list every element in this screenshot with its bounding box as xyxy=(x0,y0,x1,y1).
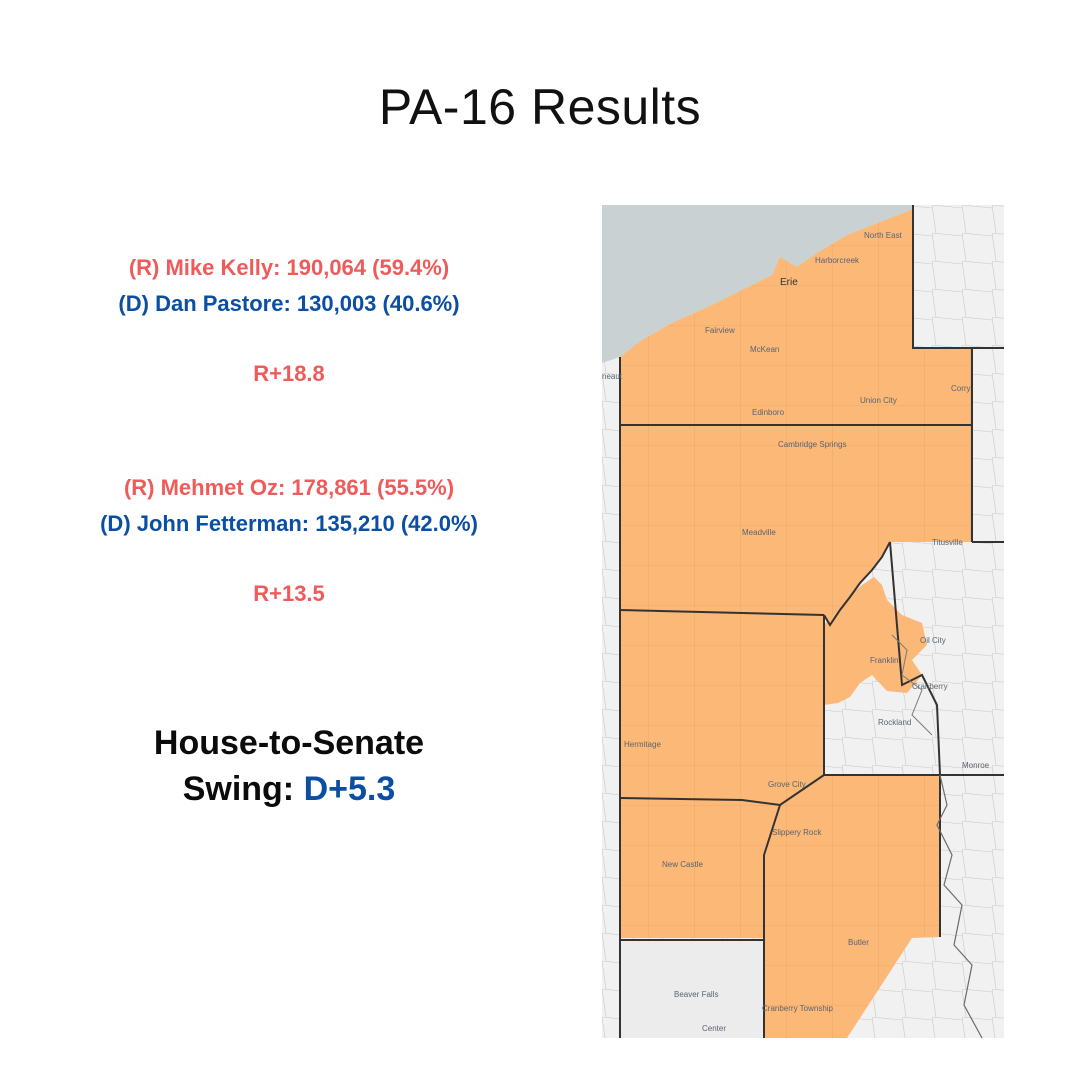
river xyxy=(936,774,983,1038)
label-mckean: McKean xyxy=(750,345,779,354)
house-dem-candidate: (D) Dan Pastore: 130,003 (40.6%) xyxy=(118,291,460,316)
label-meadville: Meadville xyxy=(742,528,776,537)
district-texture xyxy=(620,209,972,1038)
label-corry: Corry xyxy=(951,384,971,393)
label-butler: Butler xyxy=(848,938,869,947)
label-slippery-rock: Slippery Rock xyxy=(772,828,822,837)
label-edinboro: Edinboro xyxy=(752,408,785,417)
lake-erie xyxy=(602,205,913,363)
label-erie: Erie xyxy=(780,277,798,288)
label-beaver-falls: Beaver Falls xyxy=(674,990,718,999)
house-results: (R) Mike Kelly: 190,064 (59.4%) (D) Dan … xyxy=(0,250,578,392)
label-titusville: Titusville xyxy=(932,538,963,547)
place-labels: North East Harborcreek Erie Fairview McK… xyxy=(602,231,990,1033)
swing-line: Swing: D+5.3 xyxy=(0,766,578,812)
river-allegheny xyxy=(891,634,933,736)
label-monroe: Monroe xyxy=(962,761,990,770)
swing-summary: House-to-Senate Swing: D+5.3 xyxy=(0,720,578,812)
label-franklin: Franklin xyxy=(870,656,898,665)
label-union-city: Union City xyxy=(860,396,897,405)
senate-rep-candidate: (R) Mehmet Oz: 178,861 (55.5%) xyxy=(123,475,455,500)
house-margin: R+18.8 xyxy=(253,361,325,386)
swing-heading: House-to-Senate xyxy=(153,724,425,762)
label-center: Center xyxy=(702,1024,726,1033)
label-rockland: Rockland xyxy=(878,718,911,727)
label-conneaut: neaut xyxy=(602,372,623,381)
swing-label: Swing: xyxy=(182,770,295,808)
senate-dem-candidate: (D) John Fetterman: 135,210 (42.0%) xyxy=(100,511,478,536)
senate-margin: R+13.5 xyxy=(253,581,325,606)
label-cranberry: Cranberry xyxy=(912,682,948,691)
district-map-svg: North East Harborcreek Erie Fairview McK… xyxy=(602,205,1004,1038)
label-cranberry-township: Cranberry Township xyxy=(762,1004,834,1013)
senate-results: (R) Mehmet Oz: 178,861 (55.5%) (D) John … xyxy=(0,470,578,612)
swing-value: D+5.3 xyxy=(303,770,396,808)
label-new-castle: New Castle xyxy=(662,860,703,869)
county-boundaries xyxy=(619,205,1004,1038)
label-harborcreek: Harborcreek xyxy=(815,256,860,265)
district-map: North East Harborcreek Erie Fairview McK… xyxy=(602,205,1004,1038)
page-title: PA-16 Results xyxy=(378,79,702,135)
label-north-east: North East xyxy=(864,231,903,240)
label-cambridge-springs: Cambridge Springs xyxy=(778,440,846,449)
beaver-county xyxy=(620,940,764,1038)
label-fairview: Fairview xyxy=(705,326,735,335)
label-grove-city: Grove City xyxy=(768,780,806,789)
label-oil-city: Oil City xyxy=(920,636,946,645)
label-hermitage: Hermitage xyxy=(624,740,661,749)
house-rep-candidate: (R) Mike Kelly: 190,064 (59.4%) xyxy=(128,255,450,280)
